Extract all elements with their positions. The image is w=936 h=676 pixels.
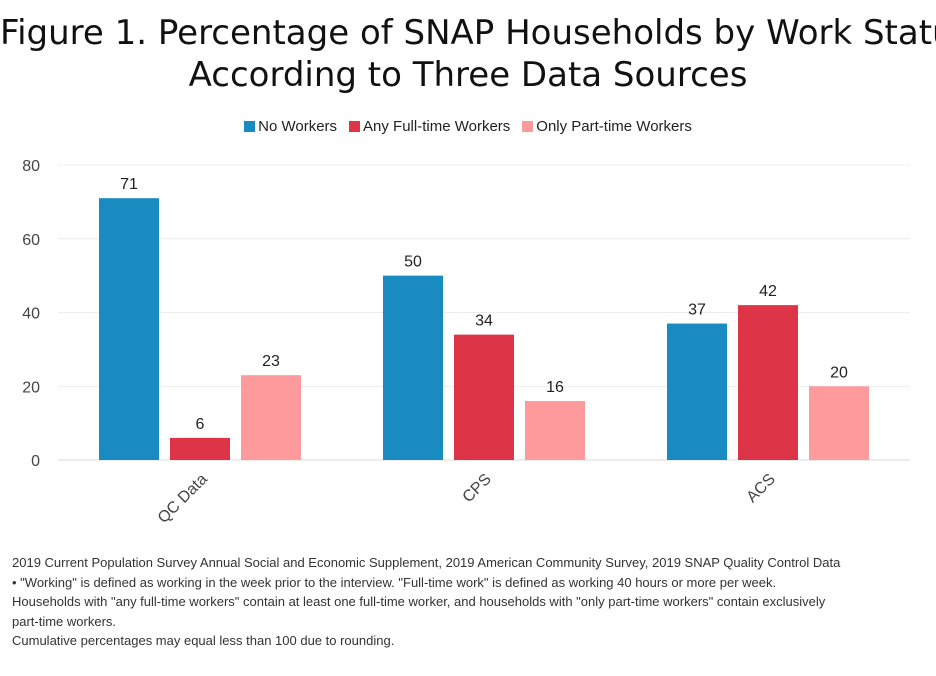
bar-cps-only-part-time-workers: [525, 401, 585, 460]
legend-swatch-only-part-time-workers: [522, 121, 534, 132]
legend-item-any-full-time-workers: Any Full-time Workers: [349, 118, 510, 135]
footnote-household-definition: Households with "any full-time workers" …: [12, 594, 826, 609]
legend-label-no-workers: No Workers: [258, 118, 338, 135]
y-tick-label-60: 60: [22, 232, 40, 249]
legend-swatch-no-workers: [244, 121, 256, 132]
legend-label-only-part-time-workers: Only Part-time Workers: [536, 118, 692, 135]
bar-acs-any-full-time-workers: [738, 305, 798, 460]
y-tick-label-0: 0: [31, 453, 40, 470]
legend-item-only-part-time-workers: Only Part-time Workers: [522, 118, 692, 135]
chart-title-line-1: Figure 1. Percentage of SNAP Households …: [0, 13, 936, 53]
data-label-qc-data-any-full-time-workers: 6: [196, 416, 205, 433]
y-tick-label-80: 80: [22, 158, 40, 175]
x-tick-label-cps: CPS: [460, 471, 495, 506]
chart-legend: No Workers Any Full-time Workers Only Pa…: [0, 118, 936, 135]
y-tick-label-20: 20: [22, 379, 40, 396]
y-tick-label-40: 40: [22, 306, 40, 323]
footnote-household-definition-cont: part-time workers.: [12, 613, 117, 629]
bar-cps-no-workers: [383, 275, 443, 460]
bar-acs-only-part-time-workers: [809, 386, 869, 460]
legend-item-no-workers: No Workers: [244, 118, 337, 135]
footnote-working-definition: • "Working" is defined as working in the…: [12, 574, 777, 590]
bar-qc-data-only-part-time-workers: [241, 375, 301, 460]
data-label-qc-data-no-workers: 71: [120, 176, 138, 193]
legend-swatch-any-full-time-workers: [349, 121, 361, 132]
chart-title: Figure 1. Percentage of SNAP Households …: [0, 12, 936, 96]
data-label-cps-no-workers: 50: [404, 254, 422, 271]
x-tick-label-qc-data: QC Data: [155, 471, 211, 527]
data-label-acs-any-full-time-workers: 42: [759, 283, 777, 300]
footnotes: 2019 Current Population Survey Annual So…: [12, 553, 927, 651]
data-label-cps-any-full-time-workers: 34: [475, 313, 493, 330]
data-label-acs-only-part-time-workers: 20: [830, 364, 848, 381]
bar-qc-data-no-workers: [99, 198, 159, 460]
bar-qc-data-any-full-time-workers: [170, 437, 230, 460]
bar-cps-any-full-time-workers: [454, 334, 514, 460]
data-label-acs-no-workers: 37: [688, 302, 706, 319]
data-label-cps-only-part-time-workers: 16: [546, 379, 564, 396]
legend-label-any-full-time-workers: Any Full-time Workers: [363, 118, 511, 135]
data-label-qc-data-only-part-time-workers: 23: [262, 353, 280, 370]
chart-title-line-2: According to Three Data Sources: [188, 55, 748, 95]
bar-chart: 0 20 40 60 80 71 6 23 QC Data 50 34 16 CPS 37 42 20 ACS: [22, 158, 910, 527]
footnote-rounding: Cumulative percentages may equal less th…: [12, 633, 395, 648]
footnote-sources: 2019 Current Population Survey Annual So…: [12, 555, 841, 570]
bar-acs-no-workers: [667, 323, 727, 460]
x-tick-label-acs: ACS: [744, 471, 779, 506]
